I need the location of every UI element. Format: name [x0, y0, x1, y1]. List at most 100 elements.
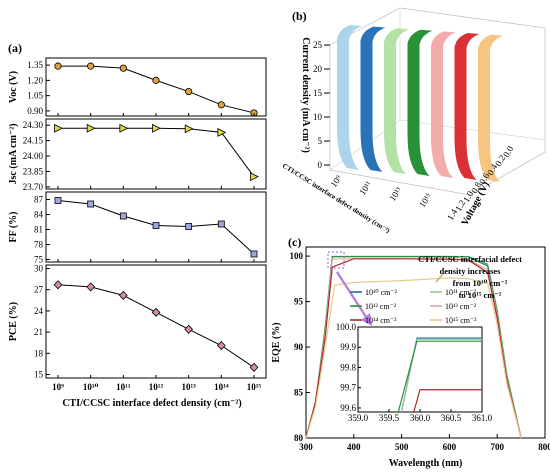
depth-tick-label: 10⁹: [328, 173, 343, 189]
jv-ribbon-6: [478, 34, 503, 182]
point-ff: [119, 212, 127, 220]
legend-label: 10¹⁴ cm⁻²: [365, 316, 397, 325]
ylabel-ff: FF (%): [8, 211, 19, 242]
point-voc: [119, 64, 127, 72]
z-tick-label: 5: [318, 136, 323, 146]
annotation-line: from 10¹⁰ cm⁻²: [453, 278, 508, 288]
eqe-curve-4: [305, 258, 522, 439]
series-line-pce: [57, 284, 255, 368]
point-pce: [53, 280, 63, 290]
point-jsc: [119, 123, 129, 133]
panel-c-xlabel: Wavelength (nm): [389, 458, 463, 469]
zoom-arrow-head: [361, 313, 372, 326]
subplot-frame-pce: [45, 264, 267, 379]
panel-a-label: (a): [8, 41, 22, 55]
inset-ytick-label: 99.9: [340, 342, 356, 352]
ytick-label-jsc: 23.85: [23, 167, 44, 177]
inset-ytick-label: 99.6: [340, 403, 356, 413]
point-ff: [217, 220, 225, 228]
panel-b-label: (b): [292, 9, 307, 23]
point-voc: [152, 76, 160, 84]
point-ff: [54, 197, 62, 204]
xtick-label: 10⁹: [52, 382, 64, 392]
inset-curve-2: [397, 340, 482, 413]
inset-ytick-label: 99.8: [340, 362, 356, 372]
legend-label: 10¹² cm⁻²: [365, 302, 397, 311]
panel-a-xlabel: CTI/CCSC interface defect density (cm⁻²): [62, 398, 241, 409]
panel-c-label: (c): [288, 235, 301, 249]
z-tick-label: 15: [313, 88, 323, 98]
ytick-label-pce: 15: [34, 369, 44, 379]
panel-b-depth-label: CTI/CCSC interface defect density (cm⁻²): [281, 162, 392, 235]
ytick-label: 80: [294, 433, 304, 443]
annotation-arrow: [435, 273, 444, 283]
point-voc: [185, 87, 193, 96]
ytick-label-pce: 24: [34, 306, 44, 316]
box-edge: [399, 119, 546, 141]
ylabel-jsc: Jsc (mA cm⁻²): [8, 123, 19, 184]
point-jsc: [86, 123, 96, 133]
jv-ribbon-4: [431, 31, 456, 179]
point-pce: [86, 282, 96, 292]
panel-b-ylabel: Current density (mA cm⁻²): [300, 37, 311, 153]
annotation-line: to 10¹⁵ cm⁻²: [459, 290, 502, 300]
point-voc: [87, 62, 95, 70]
z-tick-label: 20: [313, 64, 323, 74]
ytick-label-voc: 1.20: [27, 75, 43, 85]
legend-label: 10¹⁰ cm⁻²: [365, 288, 398, 297]
point-pce: [216, 340, 226, 351]
point-jsc: [54, 123, 63, 133]
ytick-label-voc: 1.05: [27, 91, 43, 101]
inset-ytick-label: 100.0: [336, 322, 357, 332]
depth-tick-label: 10¹¹: [357, 179, 374, 197]
ylabel-voc: Voc (V): [8, 71, 19, 103]
xtick-label: 600: [443, 442, 457, 452]
inset-curve-3: [413, 389, 482, 413]
series-line-jsc: [58, 127, 255, 177]
panel-a-chart: 0.90 1.05 1.20 1.35 Voc (V) 23.70 23.85 24.00 24…: [8, 57, 267, 392]
depth-tick-label: 10¹³: [387, 185, 404, 203]
eqe-curve-5: [305, 277, 522, 439]
xtick-label: 10¹¹: [116, 382, 131, 392]
ytick-label: 90: [294, 342, 304, 352]
point-ff: [87, 200, 95, 208]
ytick-label-ff: 78: [34, 240, 44, 250]
jv-ribbon-5: [454, 33, 480, 180]
xtick-label: 500: [395, 442, 409, 452]
z-tick-label: 10: [313, 112, 323, 122]
panel-c-ylabel: EQE (%): [271, 322, 282, 362]
ylabel-pce: PCE (%): [8, 302, 19, 341]
ytick-label-jsc: 24.30: [23, 120, 44, 130]
point-pce: [249, 362, 259, 372]
inset-xtick-label: 360.0: [410, 413, 431, 423]
ytick-label-voc: 0.90: [27, 106, 43, 116]
inset-xtick-label: 359.5: [379, 413, 400, 423]
ytick-label-pce: 30: [34, 264, 44, 274]
xtick-label: 10¹⁵: [247, 382, 262, 392]
point-ff: [250, 250, 258, 258]
voltage-tick-label: 0.2: [493, 153, 507, 168]
panel-c-chart: 300 400 500 600 700 800 80 85 90 95 100 Wavelength …: [271, 246, 550, 469]
point-voc: [217, 101, 225, 109]
inset-frame: [357, 326, 483, 413]
ytick-label-ff: 81: [34, 225, 43, 235]
ytick-label-jsc: 23.70: [23, 182, 44, 192]
z-tick-label: 0: [318, 160, 323, 170]
zoom-arrow: [336, 271, 369, 321]
inset-curve-1: [400, 338, 482, 413]
z-tick-label: 25: [313, 40, 323, 50]
jv-ribbon-1: [360, 26, 386, 172]
ytick-label-ff: 75: [34, 255, 44, 265]
point-pce: [118, 290, 128, 300]
voltage-tick-label: 1.2: [453, 198, 467, 213]
jv-ribbon-2: [384, 28, 409, 175]
ytick-label-pce: 18: [34, 348, 44, 358]
ytick-label-pce: 27: [34, 285, 44, 295]
annotation-line: CTI/CCSC interfacial defect: [418, 254, 522, 264]
point-jsc: [152, 123, 161, 133]
point-jsc: [184, 124, 194, 134]
inset-xtick-label: 359.0: [348, 413, 369, 423]
ytick-label-ff: 87: [34, 195, 44, 205]
point-pce: [151, 307, 161, 317]
